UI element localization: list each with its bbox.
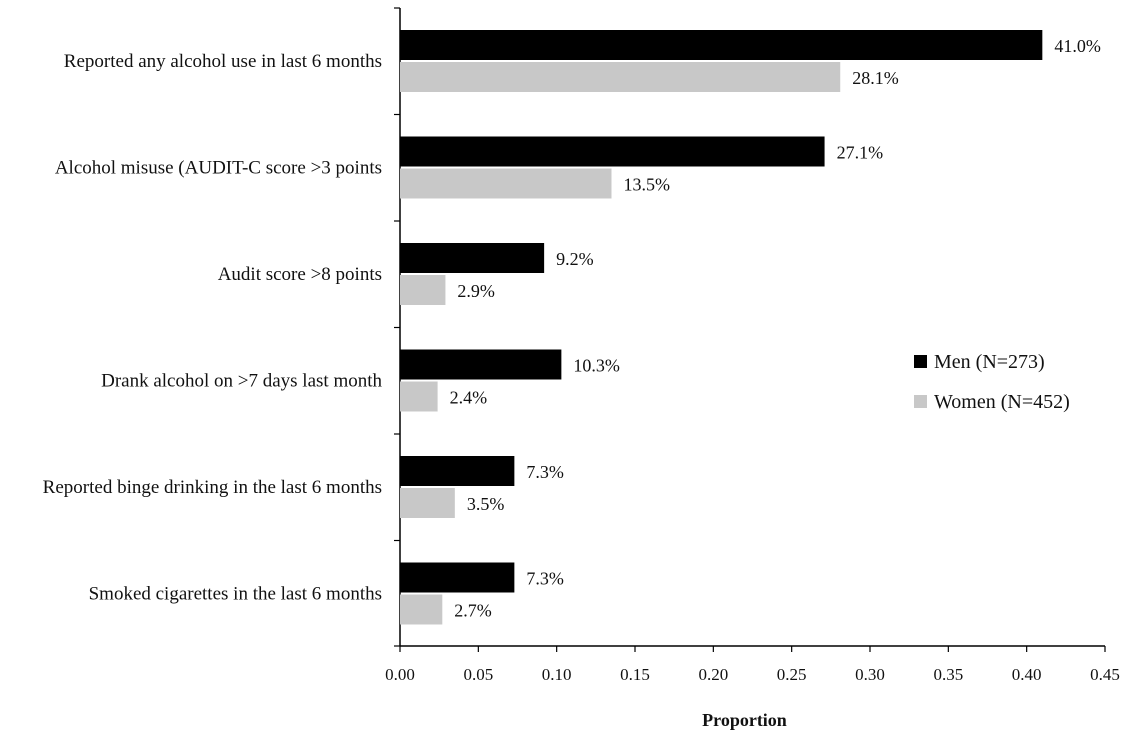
- category-label: Alcohol misuse (AUDIT-C score >3 points: [55, 158, 382, 179]
- x-tick-label: 0.20: [698, 665, 728, 684]
- bar-men: [400, 456, 515, 486]
- legend-swatch: [914, 395, 927, 408]
- legend-swatch: [914, 355, 927, 368]
- x-tick-label: 0.10: [542, 665, 572, 684]
- x-axis-title: Proportion: [702, 710, 787, 730]
- bar-men: [400, 136, 825, 167]
- data-label: 3.5%: [467, 494, 505, 514]
- data-label: 13.5%: [624, 175, 671, 195]
- bar-women: [400, 62, 841, 92]
- data-label: 10.3%: [573, 356, 620, 376]
- category-label: Drank alcohol on >7 days last month: [101, 371, 382, 392]
- data-label: 9.2%: [556, 249, 594, 269]
- x-tick-label: 0.40: [1012, 665, 1042, 684]
- data-label: 7.3%: [526, 462, 564, 482]
- category-label: Audit score >8 points: [218, 264, 382, 285]
- bar-men: [400, 349, 562, 380]
- bar-women: [400, 488, 455, 518]
- data-label: 28.1%: [852, 68, 899, 88]
- category-label: Reported binge drinking in the last 6 mo…: [43, 477, 382, 498]
- x-tick-label: 0.35: [933, 665, 963, 684]
- data-label: 41.0%: [1054, 36, 1101, 56]
- legend-label: Men (N=273): [934, 351, 1045, 373]
- x-tick-label: 0.45: [1090, 665, 1120, 684]
- bar-women: [400, 275, 446, 305]
- bar-men: [400, 243, 545, 273]
- category-label: Reported any alcohol use in last 6 month…: [64, 51, 382, 72]
- bar-women: [400, 594, 443, 625]
- x-tick-label: 0.05: [463, 665, 493, 684]
- x-tick-label: 0.25: [777, 665, 807, 684]
- category-label: Smoked cigarettes in the last 6 months: [89, 584, 382, 605]
- data-label: 2.4%: [450, 388, 488, 408]
- bar-women: [400, 381, 438, 412]
- x-tick-label: 0.30: [855, 665, 885, 684]
- bar-men: [400, 30, 1043, 60]
- data-label: 2.9%: [457, 281, 495, 301]
- legend-label: Women (N=452): [934, 391, 1070, 413]
- data-label: 27.1%: [837, 143, 884, 163]
- x-tick-label: 0.00: [385, 665, 415, 684]
- data-label: 7.3%: [526, 569, 564, 589]
- x-tick-label: 0.15: [620, 665, 650, 684]
- bar-women: [400, 168, 612, 199]
- bar-men: [400, 562, 515, 593]
- data-label: 2.7%: [454, 601, 492, 621]
